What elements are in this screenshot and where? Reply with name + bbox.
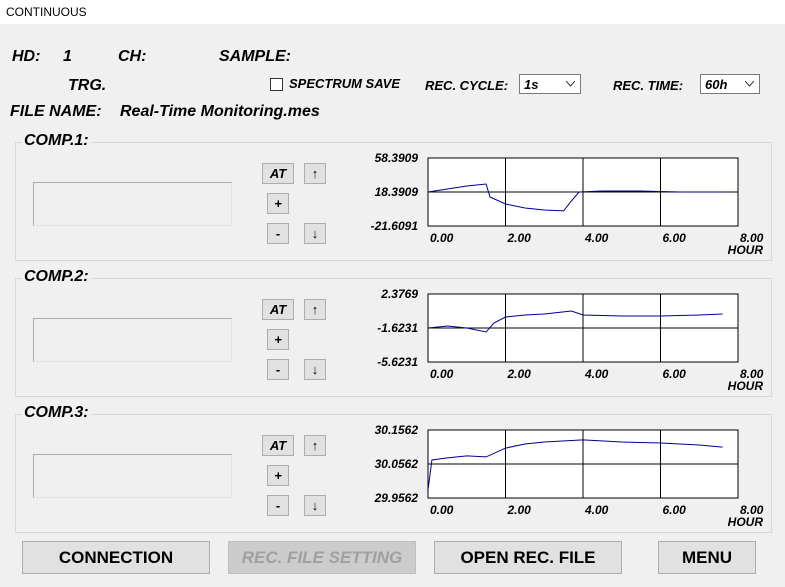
y-tick-label: 29.9562 <box>374 491 419 505</box>
y-tick-label: 18.3909 <box>375 185 419 199</box>
trace-line <box>427 183 723 212</box>
y-tick-label: -21.6091 <box>371 219 419 233</box>
up-button[interactable]: ↑ <box>304 435 326 456</box>
window-title: CONTINUOUS <box>6 5 87 19</box>
y-tick-label: 2.3769 <box>380 287 418 301</box>
minus-button[interactable]: - <box>267 223 289 244</box>
rec-time-select[interactable]: 60h <box>700 74 760 94</box>
x-tick-label: 0.00 <box>430 503 454 517</box>
value-display <box>33 454 232 498</box>
open-rec-file-button[interactable]: OPEN REC. FILE <box>434 541 622 574</box>
at-button[interactable]: AT <box>262 299 294 320</box>
rec-cycle-value: 1s <box>524 77 539 92</box>
down-button[interactable]: ↓ <box>304 495 326 516</box>
spectrum-save-checkbox[interactable] <box>270 78 283 91</box>
connection-button[interactable]: CONNECTION <box>22 541 210 574</box>
x-tick-label: 2.00 <box>507 231 532 245</box>
rec-file-setting-button: REC. FILE SETTING <box>228 541 416 574</box>
hd-value: 1 <box>63 48 72 65</box>
trend-chart: 0.00 2.00 4.00 6.00 8.00 -21.6091 18.3909 58.39… <box>371 151 764 257</box>
trace-line <box>427 439 723 490</box>
x-tick-label: 6.00 <box>663 367 687 381</box>
minus-button[interactable]: - <box>267 359 289 380</box>
panel-group <box>15 414 772 533</box>
down-button[interactable]: ↓ <box>304 223 326 244</box>
x-tick-label: 2.00 <box>507 503 532 517</box>
menu-button[interactable]: MENU <box>658 541 756 574</box>
trg-label: TRG. <box>68 77 107 94</box>
y-tick-label: -1.6231 <box>377 321 418 335</box>
rec-time-value: 60h <box>705 77 728 92</box>
value-display <box>33 318 232 362</box>
at-button[interactable]: AT <box>262 163 294 184</box>
y-tick-label: 30.0562 <box>375 457 419 471</box>
x-tick-label: 4.00 <box>584 231 609 245</box>
x-tick-label: 8.00 <box>740 503 764 517</box>
trend-chart: 0.00 2.00 4.00 6.00 8.00 29.9562 30.0562 30.156… <box>374 423 764 529</box>
panel-title: COMP.2: <box>22 268 91 286</box>
rec-time-label: REC. TIME: <box>613 78 684 93</box>
x-axis-label: HOUR <box>728 515 764 529</box>
down-button[interactable]: ↓ <box>304 359 326 380</box>
trend-chart: 0.00 2.00 4.00 6.00 8.00 -5.6231 -1.6231 2.3769… <box>377 287 764 393</box>
up-button[interactable]: ↑ <box>304 299 326 320</box>
x-tick-label: 2.00 <box>507 367 532 381</box>
x-tick-label: 6.00 <box>663 503 687 517</box>
dropdown-arrow <box>566 81 575 87</box>
minus-button[interactable]: - <box>267 495 289 516</box>
plus-button[interactable]: + <box>267 465 289 486</box>
value-display <box>33 182 232 226</box>
dropdown-arrow <box>745 81 754 87</box>
at-button[interactable]: AT <box>262 435 294 456</box>
title-bar <box>0 0 785 24</box>
up-button[interactable]: ↑ <box>304 163 326 184</box>
rec-cycle-select[interactable]: 1s <box>519 74 581 94</box>
y-tick-label: 30.1562 <box>375 423 419 437</box>
x-tick-label: 4.00 <box>584 503 609 517</box>
plus-button[interactable]: + <box>267 193 289 214</box>
panel-group <box>15 142 772 261</box>
trace-line <box>427 310 723 333</box>
rec-cycle-label: REC. CYCLE: <box>425 78 509 93</box>
x-tick-label: 8.00 <box>740 231 764 245</box>
x-axis-label: HOUR <box>728 243 764 257</box>
x-tick-label: 8.00 <box>740 367 764 381</box>
x-axis-label: HOUR <box>728 379 764 393</box>
x-tick-label: 6.00 <box>663 231 687 245</box>
hd-label: HD: <box>12 48 41 65</box>
x-tick-label: 0.00 <box>430 231 454 245</box>
panel-group <box>15 278 772 397</box>
plus-button[interactable]: + <box>267 329 289 350</box>
y-tick-label: -5.6231 <box>377 355 418 369</box>
x-tick-label: 4.00 <box>584 367 609 381</box>
ch-label: CH: <box>118 48 147 65</box>
file-name: Real-Time Monitoring.mes <box>120 103 320 120</box>
x-tick-label: 0.00 <box>430 367 454 381</box>
panel-title: COMP.3: <box>22 404 91 422</box>
sample-label: SAMPLE: <box>219 48 291 65</box>
file-name-label: FILE NAME: <box>10 103 102 120</box>
spectrum-save-label[interactable]: SPECTRUM SAVE <box>289 76 400 91</box>
y-tick-label: 58.3909 <box>375 151 419 165</box>
panel-title: COMP.1: <box>22 132 91 150</box>
